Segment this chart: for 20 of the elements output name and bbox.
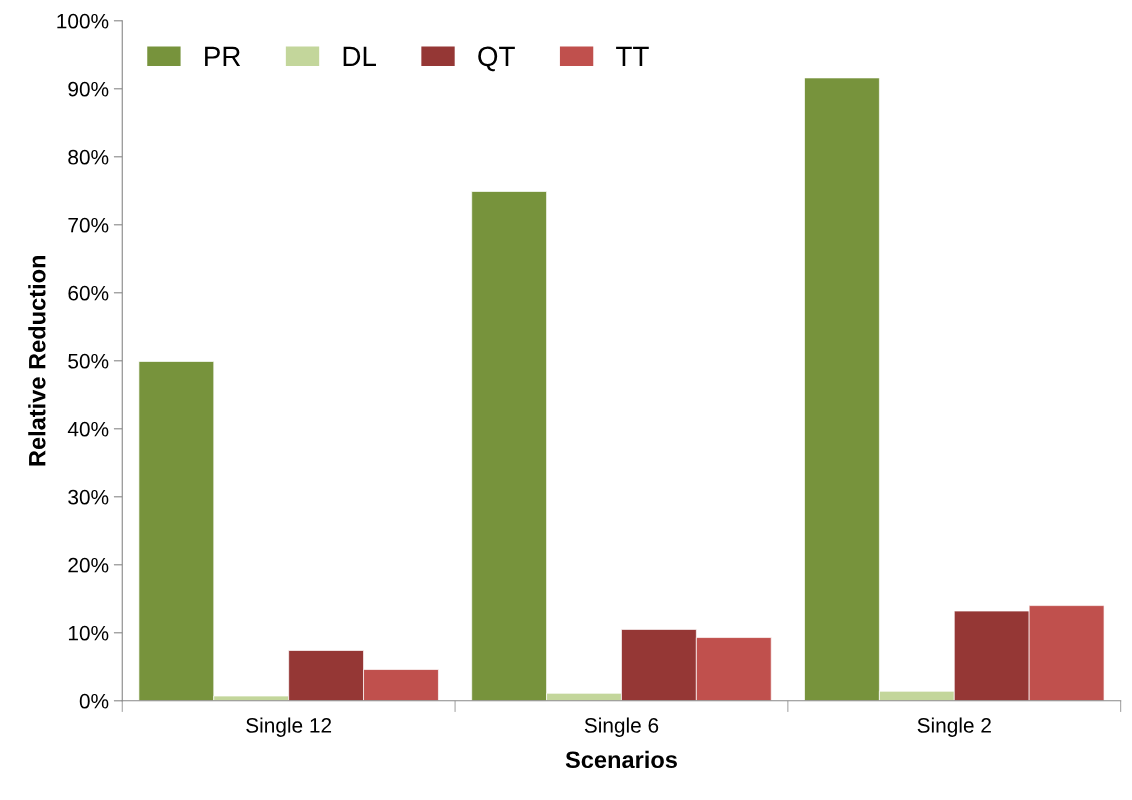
y-tick-label: 30% bbox=[68, 489, 109, 505]
x-tick-label: Single 12 bbox=[246, 717, 332, 737]
y-tick-label: 50% bbox=[68, 353, 109, 369]
x-tick-label: Single 2 bbox=[917, 717, 991, 737]
y-axis-title: Relative Reduction bbox=[28, 255, 46, 466]
legend-label: PR bbox=[205, 46, 241, 66]
x-tick-label: Single 6 bbox=[584, 717, 659, 737]
y-tick-label: 20% bbox=[68, 557, 109, 573]
y-tick-label: 60% bbox=[68, 285, 109, 301]
y-tick-label: 0% bbox=[79, 693, 109, 709]
y-tick-label: 90% bbox=[68, 81, 109, 97]
y-tick-label: 80% bbox=[68, 149, 109, 165]
x-axis-title: Scenarios bbox=[565, 750, 677, 769]
legend-label: QT bbox=[478, 46, 515, 72]
y-tick-label: 70% bbox=[68, 217, 109, 233]
y-tick-label: 40% bbox=[67, 421, 109, 437]
y-tick-label: 10% bbox=[68, 625, 109, 641]
legend-label: DL bbox=[343, 46, 376, 66]
y-tick-label: 100% bbox=[57, 13, 109, 29]
legend-label: TT bbox=[616, 46, 649, 66]
